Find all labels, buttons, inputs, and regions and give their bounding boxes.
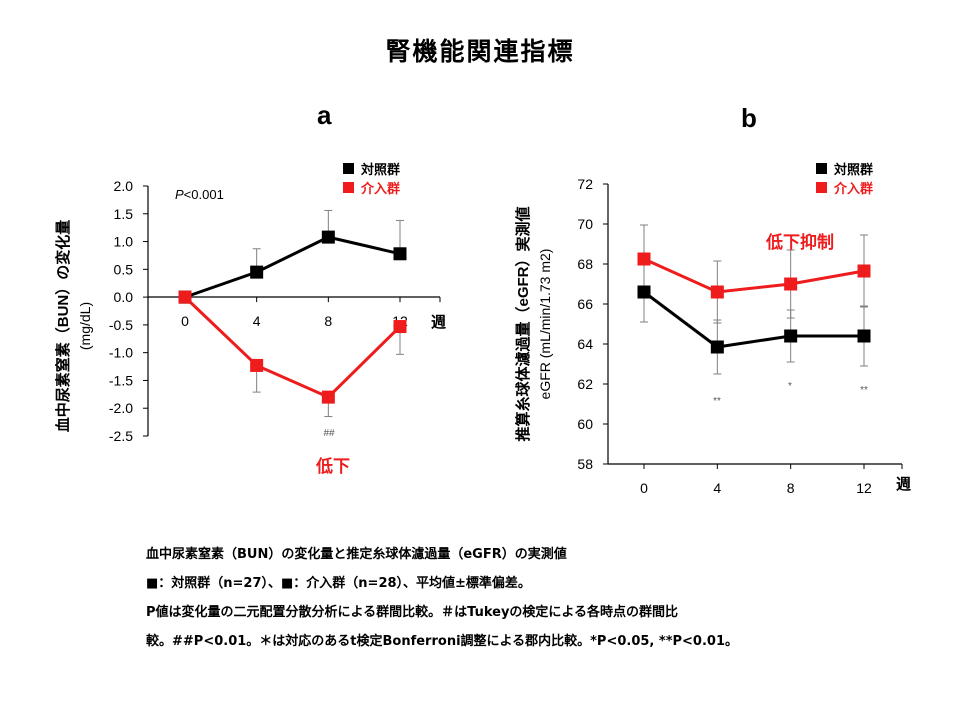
chart-b-legend-intervention: 介入群 [833, 181, 873, 196]
chart-a: 2.01.51.00.50.0-0.5-1.0-1.5-2.0-2.504812… [54, 162, 446, 476]
chart-b: 72 70 68 66 64 62 60 58 0 4 8 12 ** * ** 低下抑制 週 対照群… [514, 162, 911, 496]
x-tick-label: 0 [181, 313, 189, 329]
chart-b-yunit: eGFR (mL/min/1.73 m2) [537, 249, 553, 400]
x-tick-label: 4 [253, 313, 261, 329]
data-point-intervention [857, 264, 871, 278]
chart-b-sig-mark-8: * [788, 381, 792, 392]
data-point-control [321, 230, 335, 244]
x-tick-label: 8 [787, 480, 795, 496]
chart-b-legend-control-swatch [816, 163, 827, 174]
y-tick-label: -2.5 [109, 428, 133, 444]
chart-b-legend-intervention-swatch [816, 182, 827, 193]
data-point-control [250, 265, 264, 279]
y-tick-label: 72 [577, 176, 593, 192]
data-point-intervention [784, 277, 798, 291]
x-tick-label: 12 [856, 480, 872, 496]
y-tick-label: 1.0 [114, 234, 134, 250]
chart-a-xlabel: 週 [431, 314, 446, 331]
caption-line-1: 血中尿素窒素（BUN）の変化量と推定糸球体濾過量（eGFR）の実測値 [146, 547, 567, 562]
series-line-control [643, 290, 864, 349]
y-tick-label: -2.0 [109, 400, 133, 416]
data-point-control [857, 329, 871, 343]
caption-line-2: ■：対照群（n=27）、■：介入群（n=28）、平均値±標準偏差。 [146, 576, 531, 591]
chart-b-sig-mark-12: ** [860, 385, 868, 396]
y-tick-label: 66 [577, 296, 593, 312]
data-point-intervention [637, 252, 651, 266]
data-point-intervention [178, 290, 192, 304]
y-tick-label: -1.5 [109, 372, 133, 388]
x-tick-label: 4 [713, 480, 721, 496]
caption-line-4: 較。##P<0.01。＊は対応のあるt検定Bonferroni調整による郡内比較… [146, 634, 738, 649]
chart-a-ylabel: 血中尿素窒素（BUN）の変化量 [54, 220, 72, 433]
y-tick-label: 58 [577, 456, 593, 472]
y-tick-label: 70 [577, 216, 593, 232]
charts-svg: 2.0 1.5 1.0 0.5 0.0 -0.5 -1.0 -1.5 -2.0 -2.5 0 4 8 12… [54, 162, 911, 496]
chart-b-legend-control: 対照群 [833, 162, 873, 177]
chart-a-legend-intervention-swatch [343, 182, 354, 193]
chart-b-finding: 低下抑制 [765, 232, 834, 252]
data-point-control [710, 340, 724, 354]
y-tick-label: 60 [577, 416, 593, 432]
chart-a-pvalue: P<0.001 [175, 187, 224, 202]
chart-b-xlabel: 週 [896, 476, 911, 493]
y-tick-label: 2.0 [114, 178, 134, 194]
caption-line-3: P値は変化量の二元配置分散分析による群間比較。＃はTukeyの検定による各時点の… [146, 605, 679, 620]
series-line-control [184, 235, 401, 299]
data-point-intervention [250, 358, 264, 372]
chart-a-legend-intervention: 介入群 [360, 181, 400, 196]
chart-a-sig-mark: ## [323, 428, 335, 439]
panel-label-a: a [317, 100, 332, 130]
y-tick-label: 1.5 [114, 206, 134, 222]
y-tick-label: 0.5 [114, 261, 134, 277]
y-tick-label: 62 [577, 376, 593, 392]
page-title: 腎機能関連指標 [385, 37, 575, 66]
y-tick-label: -1.0 [109, 345, 133, 361]
chart-b-ylabel: 推算糸球体濾過量（eGFR）実測値 [514, 206, 532, 441]
data-point-intervention [710, 285, 724, 299]
data-point-intervention [321, 390, 335, 404]
panel-label-b: b [741, 103, 757, 133]
chart-a-yunit: (mg/dL) [77, 302, 93, 350]
chart-a-legend-control: 対照群 [360, 162, 400, 177]
series-line-intervention [643, 257, 865, 294]
pvalue-p: P [175, 187, 184, 202]
pvalue-rest: <0.001 [184, 187, 224, 202]
chart-a-finding: 低下 [315, 456, 350, 476]
x-tick-label: 8 [324, 313, 332, 329]
y-tick-label: 64 [577, 336, 593, 352]
data-point-intervention [393, 320, 407, 334]
x-tick-label: 0 [640, 480, 648, 496]
series-line-intervention [183, 296, 402, 399]
chart-a-legend-control-swatch [343, 163, 354, 174]
data-point-control [637, 285, 651, 299]
data-point-control [784, 329, 798, 343]
y-tick-label: 68 [577, 256, 593, 272]
y-tick-label: 0.0 [114, 289, 134, 305]
data-point-control [393, 247, 407, 261]
chart-b-sig-mark-4: ** [713, 396, 721, 407]
y-tick-label: -0.5 [109, 317, 133, 333]
